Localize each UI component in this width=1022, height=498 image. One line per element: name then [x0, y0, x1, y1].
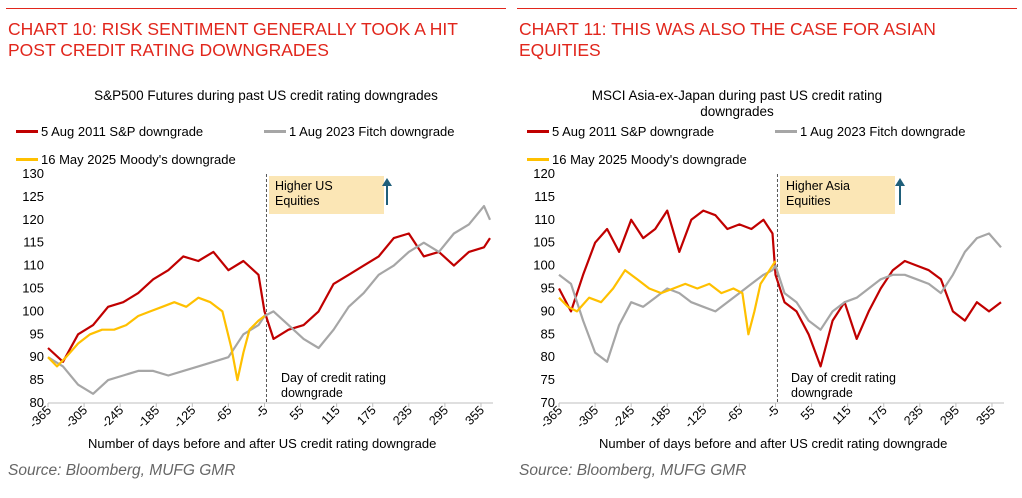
y-tick-label: 105 [533, 235, 555, 250]
y-tick-label: 105 [22, 281, 44, 296]
x-tick-label: 55 [798, 403, 818, 423]
series-line [558, 209, 1002, 368]
x-tick-label: 55 [287, 403, 307, 423]
legend-label: 1 Aug 2023 Fitch downgrade [800, 123, 966, 139]
legend-label: 5 Aug 2011 S&P downgrade [41, 123, 204, 139]
y-tick-label: 95 [30, 326, 44, 341]
chart-panel-left: CHART 10: RISK SENTIMENT GENERALLY TOOK … [6, 0, 506, 498]
y-tick-label: 100 [533, 258, 555, 273]
y-tick-label: 95 [541, 281, 555, 296]
note-line: Day of credit rating [791, 371, 896, 385]
series-line [558, 260, 777, 336]
chart-title: MSCI Asia-ex-Japan during past US credit… [591, 88, 883, 119]
y-tick-label: 125 [22, 189, 44, 204]
y-tick-label: 120 [533, 166, 555, 181]
x-tick-label: -245 [610, 403, 638, 431]
y-tick-label: 115 [534, 189, 555, 204]
up-arrow-icon [895, 178, 905, 205]
y-tick-label: 90 [541, 303, 555, 318]
annotation-box: Higher US Equities [269, 176, 384, 214]
x-tick-label: 115 [830, 403, 854, 427]
legend-item: 5 Aug 2011 S&P downgrade [527, 123, 714, 139]
source-note: Source: Bloomberg, MUFG GMR [519, 462, 747, 479]
y-tick-label: 100 [22, 303, 44, 318]
x-tick-label: -5 [253, 403, 271, 421]
y-tick-label: 110 [534, 212, 555, 227]
x-tick-label: -65 [212, 403, 235, 426]
legend-label: 1 Aug 2023 Fitch downgrade [289, 123, 455, 139]
x-tick-label: 115 [319, 403, 343, 427]
x-tick-label: -125 [682, 403, 710, 431]
legend-label: 16 May 2025 Moody's downgrade [41, 151, 236, 167]
y-tick-label: 120 [22, 212, 44, 227]
x-tick-label: 235 [390, 403, 415, 428]
x-tick-label: 295 [426, 403, 451, 428]
y-tick-label: 80 [30, 395, 44, 410]
series-line [47, 205, 492, 395]
legend-item: 1 Aug 2023 Fitch downgrade [775, 123, 966, 139]
series-line [47, 296, 266, 382]
annotation-box: Higher Asia Equities [780, 176, 895, 214]
legend-swatch [16, 157, 38, 161]
x-tick-label: -185 [135, 403, 163, 431]
legend-item: 5 Aug 2011 S&P downgrade [16, 123, 203, 139]
x-tick-label: -245 [99, 403, 127, 431]
y-tick-label: 115 [23, 235, 44, 250]
legend-label: 16 May 2025 Moody's downgrade [552, 151, 747, 167]
y-tick-label: 75 [541, 372, 555, 387]
x-tick-label: 235 [901, 403, 926, 428]
x-tick-label: 175 [354, 403, 379, 428]
x-tick-label: -125 [171, 403, 199, 431]
annotation-line: Equities [275, 194, 320, 208]
top-rule [6, 8, 506, 9]
note-line: Day of credit rating [281, 371, 386, 385]
x-axis-label: Number of days before and after US credi… [599, 436, 948, 451]
y-tick-label: 85 [30, 372, 44, 387]
legend-swatch [527, 129, 549, 133]
chart-panel-right: CHART 11: THIS WAS ALSO THE CASE FOR ASI… [517, 0, 1017, 498]
y-tick-label: 85 [541, 326, 555, 341]
note-line: downgrade [791, 386, 853, 400]
chart-heading: CHART 11: THIS WAS ALSO THE CASE FOR ASI… [519, 19, 936, 60]
series-line [558, 232, 1002, 363]
legend-item: 16 May 2025 Moody's downgrade [16, 151, 236, 167]
downgrade-day-note: Day of credit rating downgrade [791, 371, 896, 401]
chart-title: S&P500 Futures during past US credit rat… [94, 88, 438, 103]
legend-swatch [264, 129, 286, 133]
y-tick-label: 110 [23, 258, 44, 273]
annotation-line: Higher US [275, 179, 333, 193]
x-tick-label: -305 [63, 403, 91, 431]
y-tick-label: 80 [541, 349, 555, 364]
y-tick-label: 130 [22, 166, 44, 181]
up-arrow-icon [382, 178, 392, 205]
legend-item: 1 Aug 2023 Fitch downgrade [264, 123, 455, 139]
y-tick-label: 90 [30, 349, 44, 364]
x-axis-label: Number of days before and after US credi… [88, 436, 437, 451]
x-tick-label: 355 [973, 403, 998, 428]
x-tick-label: -305 [574, 403, 602, 431]
note-line: downgrade [281, 386, 343, 400]
top-rule [517, 8, 1017, 9]
y-tick-label: 70 [541, 395, 555, 410]
x-tick-label: 175 [865, 403, 890, 428]
series-line [47, 232, 491, 363]
x-tick-label: -65 [723, 403, 746, 426]
legend-swatch [527, 157, 549, 161]
annotation-line: Higher Asia [786, 179, 850, 193]
chart-heading: CHART 10: RISK SENTIMENT GENERALLY TOOK … [8, 19, 458, 60]
x-tick-label: 295 [937, 403, 962, 428]
x-tick-label: -5 [764, 403, 782, 421]
legend-item: 16 May 2025 Moody's downgrade [527, 151, 747, 167]
legend-swatch [775, 129, 797, 133]
source-note: Source: Bloomberg, MUFG GMR [8, 462, 236, 479]
x-tick-label: -185 [646, 403, 674, 431]
x-tick-label: 355 [462, 403, 487, 428]
annotation-line: Equities [786, 194, 831, 208]
legend-label: 5 Aug 2011 S&P downgrade [552, 123, 715, 139]
legend-swatch [16, 129, 38, 133]
downgrade-day-note: Day of credit rating downgrade [281, 371, 386, 401]
